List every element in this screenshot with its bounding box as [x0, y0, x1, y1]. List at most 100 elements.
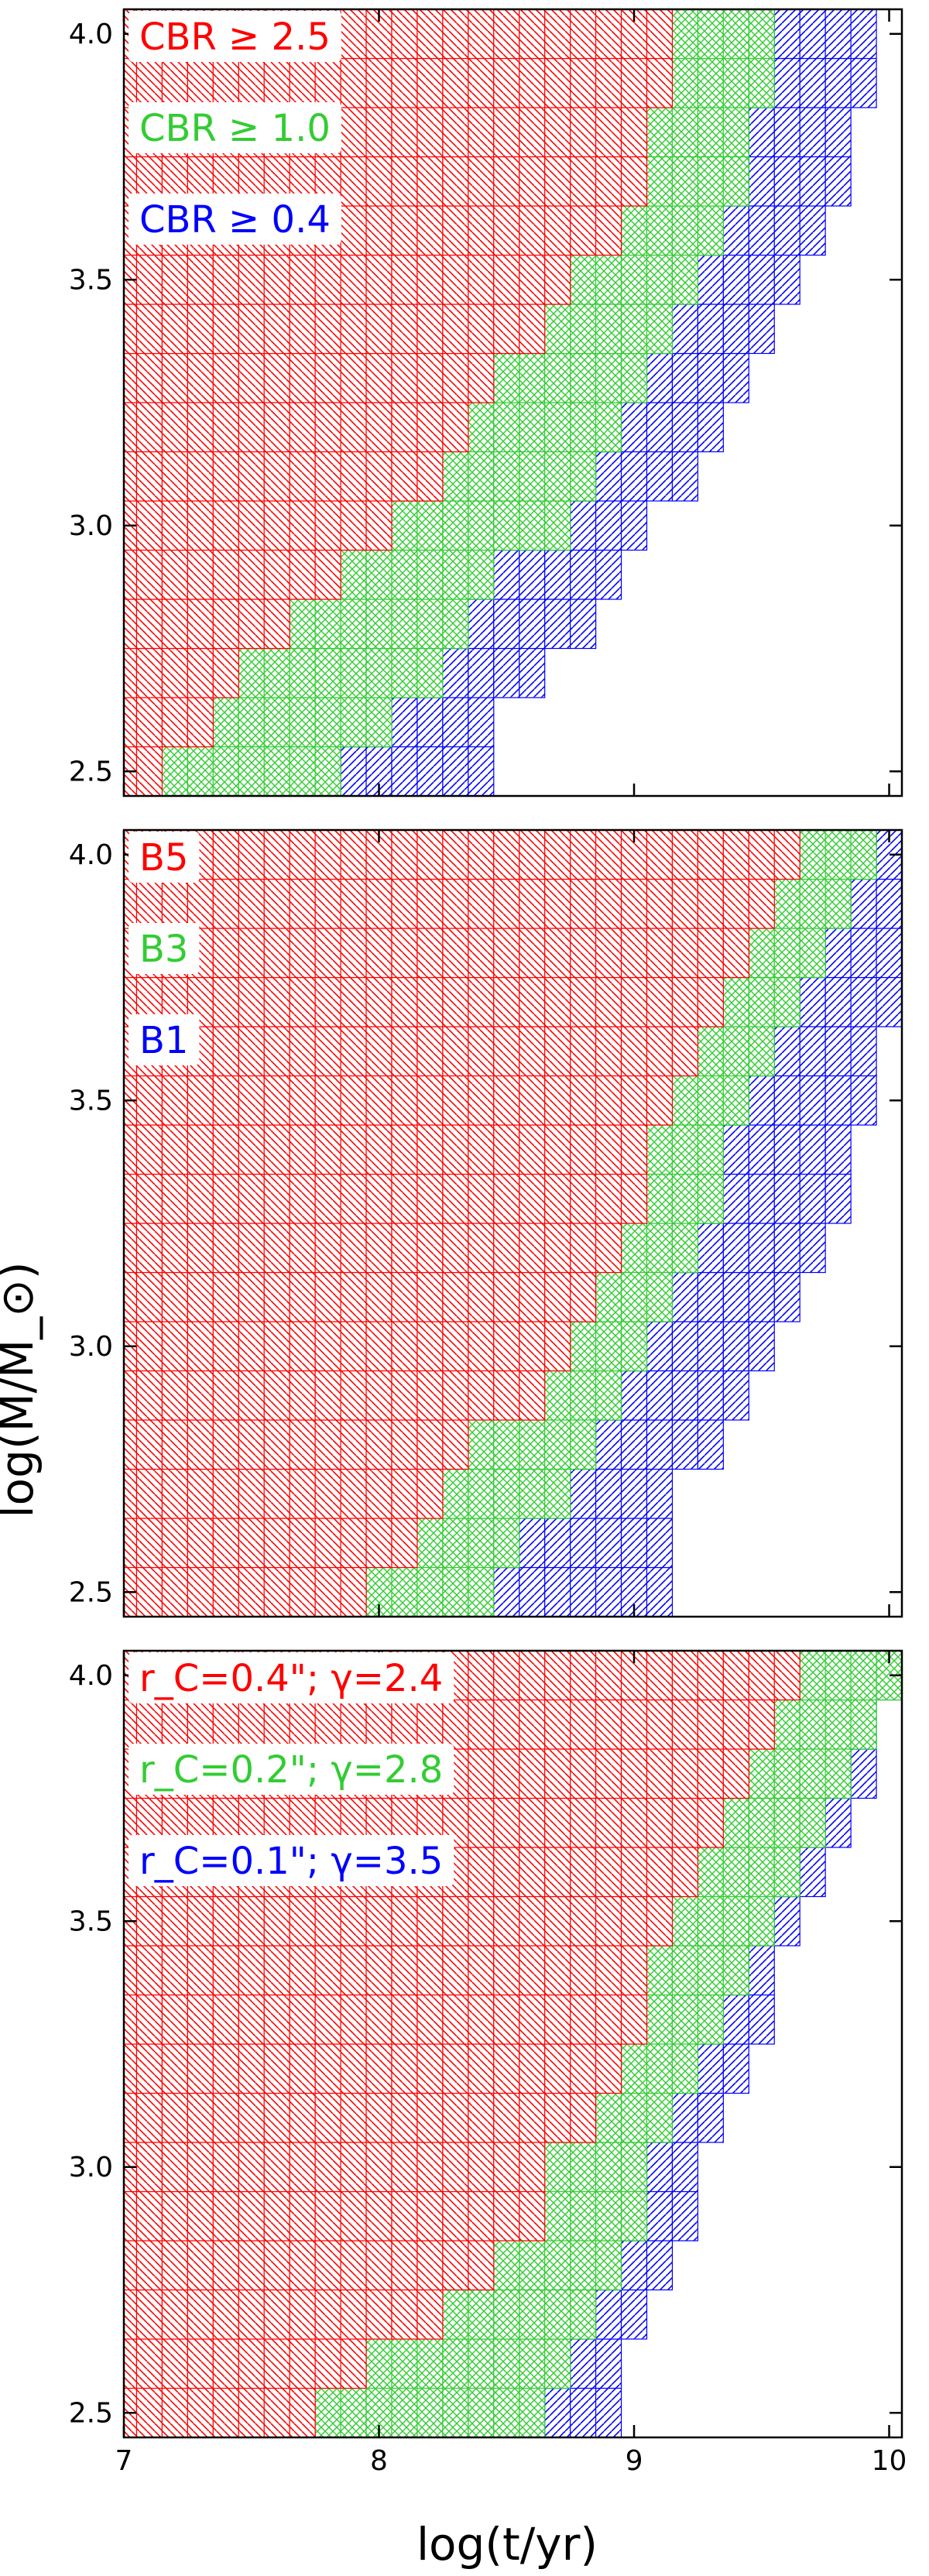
cell-red-m3.7-t7.5: [238, 976, 265, 1027]
cell-red-m2.9-t7.6: [263, 549, 290, 600]
cell-blue-m2.9-t9.2: [671, 1370, 698, 1421]
cell-red-m3.8-t9.0: [620, 928, 648, 979]
cell-red-m3.6-t8.3: [442, 205, 469, 256]
cell-red-m2.9-t8.5: [493, 2190, 520, 2242]
cell-green-m2.8-t8.2: [417, 599, 444, 650]
cell-red-m2.9-t7.5: [238, 2190, 265, 2242]
cell-green-m2.6-t8.5: [493, 2338, 520, 2389]
cell-green-m3.0-t8.9: [595, 2142, 622, 2193]
cell-red-m3.9-t7.3: [187, 878, 214, 929]
cell-red-m3.1-t7.3: [187, 1271, 214, 1322]
cell-green-m2.7-t8.3: [442, 1468, 469, 1519]
cell-red-m3.9-t8.4: [468, 1699, 495, 1750]
cell-blue-m3.4-t9.4: [722, 1124, 749, 1175]
cell-red-m3.5-t7.7: [289, 1895, 316, 1947]
cell-red-m3.4-t7.9: [340, 304, 367, 355]
cell-green-m3.4-t9.2: [671, 1945, 698, 1996]
cell-blue-m3.1-t9.5: [748, 1271, 775, 1322]
cell-blue-m3.1-t9.3: [697, 1271, 724, 1322]
cell-green-m3.0-t8.1: [391, 500, 418, 551]
cell-red-m3.9-t8.5: [493, 57, 520, 108]
cell-red-m4.0-t7.9: [340, 830, 367, 880]
cell-red-m2.5-t7.8: [314, 1566, 341, 1617]
cell-green-m2.6-t7.4: [212, 697, 239, 748]
cell-red-m3.1-t7.5: [238, 451, 265, 502]
cell-red-m2.7-t8.2: [417, 2289, 444, 2340]
cell-red-m3.4-t8.2: [417, 1124, 444, 1175]
cell-red-m3.4-t8.5: [493, 304, 520, 355]
cell-blue-m3.1-t9.4: [722, 1271, 749, 1322]
cell-red-m3.9-t7.7: [289, 878, 316, 929]
cell-red-m2.9-t8.4: [468, 2190, 495, 2242]
cell-red-m3.3-t7.1: [135, 1994, 163, 2045]
cell-green-m2.5-t7.4: [212, 746, 239, 796]
cell-red-m3.4-t7.4: [212, 1945, 239, 1996]
cell-red-m3.5-t8.5: [493, 1075, 520, 1126]
panel-1: 2.5 3.0 3.5 4.0 CBR ≥ 2.5 CBR ≥ 1.0 CBR ≥ 0.4: [69, 8, 903, 797]
cell-blue-m2.6-t9.0: [620, 1518, 648, 1569]
cell-red-m2.8-t7.7: [289, 1419, 316, 1470]
y-tick-label: 4.0: [69, 1660, 113, 1692]
cell-green-m3.0-t8.2: [417, 500, 444, 551]
cell-red-m3.2-t7.5: [238, 1223, 265, 1274]
cell-blue-m3.6-t9.7: [799, 205, 826, 256]
cell-blue-m3.5-t9.6: [773, 254, 800, 305]
cell-blue-m3.4-t9.7: [799, 1124, 826, 1175]
cell-green-m3.5-t8.8: [570, 254, 597, 305]
cell-red-m2.9-t7.4: [212, 549, 239, 600]
cell-red-m3.6-t8.4: [468, 1026, 495, 1077]
cell-green-m3.1-t8.3: [442, 451, 469, 502]
cell-red-m4.0-t9.1: [646, 9, 674, 60]
cell-red-m3.5-t8.0: [365, 1895, 393, 1947]
cell-blue-m2.6-t9.1: [646, 1518, 674, 1569]
cell-blue-m3.3-t9.3: [697, 352, 724, 403]
cell-blue-m2.9-t8.5: [493, 549, 520, 600]
cell-red-m3.3-t8.7: [544, 1173, 571, 1224]
cell-red-m4.0-t8.8: [570, 830, 597, 880]
cell-red-m2.9-t7.9: [340, 1370, 367, 1421]
cell-red-m3.7-t7.4: [212, 976, 239, 1027]
cell-green-m3.5-t9.3: [697, 1075, 724, 1126]
cell-green-m2.9-t8.7: [544, 1370, 571, 1421]
cell-red-m3.9-t8.0: [365, 878, 393, 929]
cell-red-m2.8-t8.3: [442, 2240, 469, 2291]
cell-red-m3.9-t7.5: [238, 57, 265, 108]
cell-red-m3.2-t7.6: [263, 2043, 290, 2094]
cell-red-m2.7-t7.7: [289, 2289, 316, 2340]
cell-red-m3.0-t7.6: [263, 500, 290, 551]
cell-red-m3.2-t7.4: [212, 402, 239, 453]
cell-green-m2.9-t8.9: [595, 1370, 622, 1421]
cell-red-m3.4-t9.0: [620, 1124, 648, 1175]
cell-red-m3.2-t8.3: [442, 402, 469, 453]
cell-red-m2.6-t7.3: [187, 1518, 214, 1569]
cell-red-m3.3-t8.6: [519, 1173, 546, 1224]
cell-red-m3.8-t8.2: [417, 107, 444, 158]
cell-blue-m3.8-t9.5: [748, 107, 775, 158]
cell-red-m3.6-t8.9: [595, 1847, 622, 1898]
cell-blue-m3.7-t9.8: [824, 156, 852, 207]
cell-red-m3.0-t8.6: [519, 2142, 546, 2193]
cell-red-m2.9-t7.6: [263, 2190, 290, 2242]
cell-blue-m4.0-t9.7: [799, 9, 826, 60]
cell-red-m3.2-t7.9: [340, 402, 367, 453]
cell-red-m2.7-t7.3: [187, 2289, 214, 2340]
cell-red-m3.3-t8.4: [468, 352, 495, 403]
cell-green-m3.4-t8.9: [595, 304, 622, 355]
cell-red-m3.7-t8.2: [417, 156, 444, 207]
cell-green-m2.7-t8.7: [544, 1468, 571, 1519]
cell-blue-m2.7-t9.0: [620, 2289, 648, 2340]
cell-red-m2.5-t7.6: [263, 1566, 290, 1617]
cell-red-m3.4-t7.5: [238, 304, 265, 355]
cell-green-m2.5-t8.5: [493, 2387, 520, 2437]
cell-green-m3.2-t9.2: [671, 1223, 698, 1274]
cell-red-m3.6-t8.9: [595, 1026, 622, 1077]
cell-green-m3.1-t9.1: [646, 1271, 674, 1322]
cell-green-m2.9-t8.1: [391, 549, 418, 600]
cell-red-m3.7-t7.9: [340, 156, 367, 207]
cell-red-m3.7-t8.6: [519, 1797, 546, 1848]
cell-green-m3.1-t8.7: [544, 451, 571, 502]
cell-blue-m3.2-t9.4: [722, 2043, 749, 2094]
cell-red-m3.0-t7.9: [340, 500, 367, 551]
cell-red-m3.9-t9.0: [620, 1699, 648, 1750]
